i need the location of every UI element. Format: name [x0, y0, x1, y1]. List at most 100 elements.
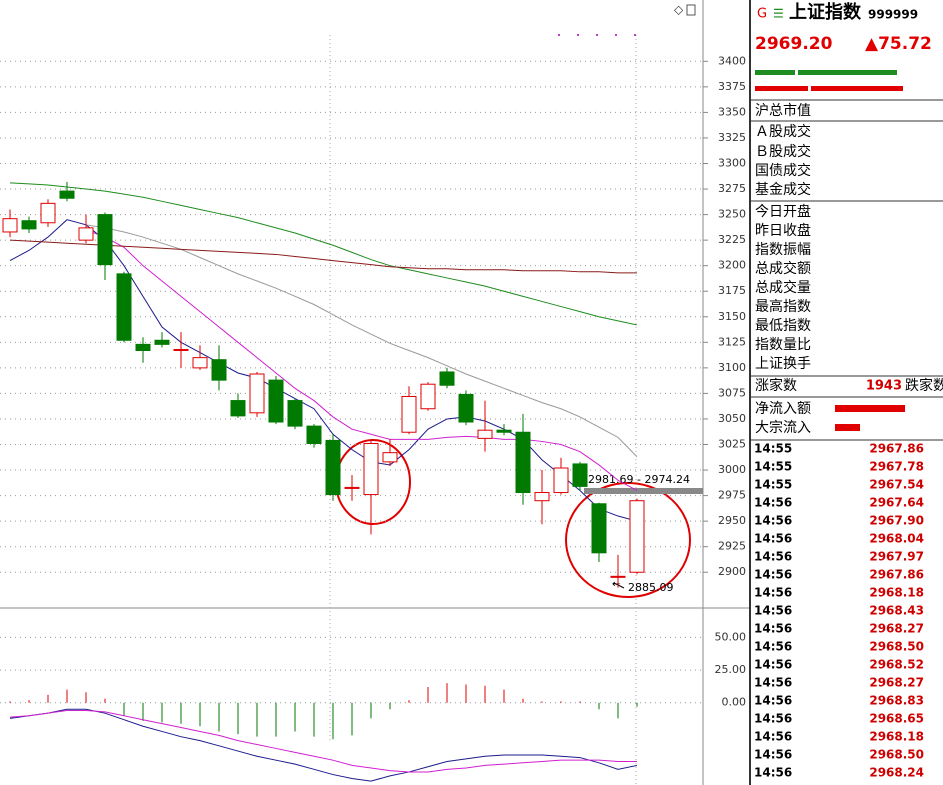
candle-body	[439, 371, 455, 386]
y-tick-label: 3025	[718, 438, 746, 451]
y-tick-label: 3225	[718, 233, 746, 246]
tick-time: 14:56	[754, 604, 792, 618]
tick-price: 2967.86	[869, 568, 924, 582]
candle-body	[268, 379, 284, 423]
candle-body	[287, 400, 303, 427]
field-label: Ａ股成交	[755, 123, 811, 140]
tick-time: 14:56	[754, 676, 792, 690]
tick-price: 2967.78	[869, 460, 924, 474]
index-code: 999999	[868, 8, 918, 22]
tick-time: 14:56	[754, 640, 792, 654]
y-tick-label: 2925	[718, 540, 746, 553]
y-tick-label: 3075	[718, 386, 746, 399]
y-tick-label: 25.00	[715, 663, 747, 676]
change: ▲75.72	[865, 34, 932, 54]
y-tick-label: 3300	[718, 156, 746, 169]
low-annotation: 2885.09	[628, 581, 674, 594]
advancers-label: 涨家数	[755, 377, 797, 394]
tick-time: 14:56	[754, 622, 792, 636]
ma-line	[85, 224, 638, 458]
tick-time: 14:56	[754, 694, 792, 708]
y-tick-label: 50.00	[715, 630, 747, 643]
field-label: 昨日收盘	[755, 222, 811, 239]
tick-time: 14:55	[754, 478, 792, 492]
volume-bars	[755, 70, 903, 91]
candle-body	[534, 492, 550, 502]
candle-body	[154, 339, 170, 345]
candle-body	[553, 467, 569, 494]
candle-body	[135, 343, 151, 351]
tick-time: 14:56	[754, 712, 792, 726]
decliners-label: 跌家数	[905, 377, 943, 394]
candle-body	[192, 357, 208, 369]
candle-body	[173, 348, 189, 351]
tick-price: 2968.04	[869, 532, 924, 546]
tick-time: 14:56	[754, 568, 792, 582]
tick-time: 14:56	[754, 550, 792, 564]
tick-price: 2968.52	[869, 658, 924, 672]
y-tick-label: 3350	[718, 105, 746, 118]
menu-icon[interactable]: ☰	[773, 7, 784, 21]
field-label: 最低指数	[755, 318, 811, 334]
tick-time: 14:56	[754, 730, 792, 744]
marker: G	[757, 7, 767, 22]
y-tick-label: 3000	[718, 463, 746, 476]
field-label: 指数振幅	[755, 242, 811, 258]
tick-price: 2968.50	[869, 640, 924, 654]
candle-body	[78, 227, 94, 241]
ma-line	[9, 710, 637, 773]
tick-price: 2968.18	[869, 730, 924, 744]
candle-body	[515, 431, 531, 494]
highlight-circle	[565, 482, 691, 598]
candle-body	[363, 442, 379, 496]
tick-price: 2968.24	[869, 766, 924, 780]
y-tick-label: 3275	[718, 182, 746, 195]
candle-body	[230, 400, 246, 417]
flow-label: 净流入额	[755, 401, 811, 417]
field-label: 总成交量	[755, 279, 811, 296]
tick-time: 14:55	[754, 460, 792, 474]
y-tick-label: 3400	[718, 54, 746, 67]
tick-price: 2968.27	[869, 622, 924, 636]
index-name: 上证指数	[789, 1, 862, 23]
y-tick-label: 3375	[718, 80, 746, 93]
candle-body	[382, 452, 398, 463]
tick-time: 14:56	[754, 586, 792, 600]
ma-line	[9, 182, 638, 326]
icon-diamond[interactable]: ◇	[674, 3, 684, 17]
y-tick-label: 3150	[718, 310, 746, 323]
y-tick-label: 3200	[718, 259, 746, 272]
candle-body	[306, 425, 322, 444]
ma-line	[9, 239, 637, 274]
field-label: 基金成交	[755, 181, 811, 198]
candle-body	[116, 273, 132, 341]
icon-window[interactable]	[686, 4, 696, 16]
candle-body	[211, 359, 227, 381]
field-label: 上证换手	[755, 355, 811, 372]
tick-time: 14:56	[754, 496, 792, 510]
candle-body	[344, 486, 360, 489]
tick-price: 2968.43	[869, 604, 924, 618]
tick-price: 2967.90	[869, 514, 924, 528]
candle-body	[477, 429, 493, 439]
arrow	[613, 582, 625, 589]
tick-time: 14:55	[754, 442, 792, 456]
y-tick-label: 3325	[718, 131, 746, 144]
flow-bar	[835, 424, 860, 431]
tick-price: 2967.64	[869, 496, 924, 510]
marker-dots	[558, 34, 636, 36]
range-annotation: 2981.69 - 2974.24	[588, 473, 690, 486]
candle-body	[21, 220, 37, 230]
price-band	[584, 488, 703, 494]
y-tick-label: 2900	[718, 565, 746, 578]
tick-time: 14:56	[754, 658, 792, 672]
field-label: 总成交额	[755, 260, 811, 277]
candle-body	[591, 503, 607, 554]
field-label: Ｂ股成交	[755, 143, 811, 160]
y-tick-label: 3125	[718, 335, 746, 348]
field-label: 沪总市值	[755, 102, 811, 119]
field-label: 国债成交	[755, 162, 811, 179]
advancers: 1943	[866, 379, 902, 394]
